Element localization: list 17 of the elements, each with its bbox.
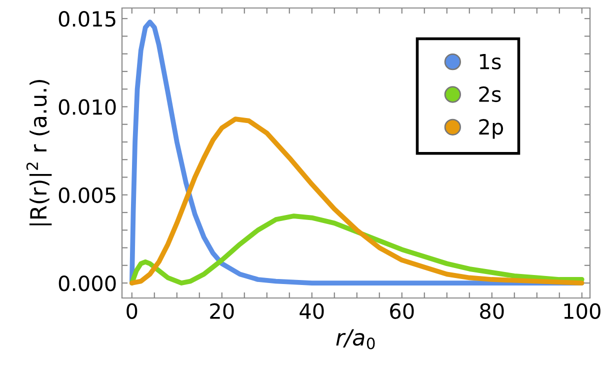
line-series <box>129 214 584 286</box>
legend-label: 1s <box>480 54 501 70</box>
x-axis-title: r/a$_{0}$ <box>336 329 375 350</box>
legend-label: 2p <box>479 118 504 139</box>
y-tick-label: 0.000 <box>58 275 116 292</box>
y-tick-label: 0.010 <box>58 99 116 115</box>
x-tick-label: 100 <box>564 303 600 319</box>
x-tick-label: 60 <box>390 303 414 319</box>
legend-label: 2s <box>479 86 501 102</box>
line-series <box>129 116 584 286</box>
x-tick-label: 80 <box>480 303 504 319</box>
y-axis-title: |R(r)|$^{2}$ r (a.u.) <box>26 80 52 226</box>
x-tick-label: 40 <box>300 303 324 319</box>
y-tick-label: 0.015 <box>58 11 116 27</box>
x-tick-label: 20 <box>210 303 234 319</box>
x-tick-label: 0 <box>126 303 138 319</box>
y-tick-label: 0.005 <box>58 187 116 204</box>
